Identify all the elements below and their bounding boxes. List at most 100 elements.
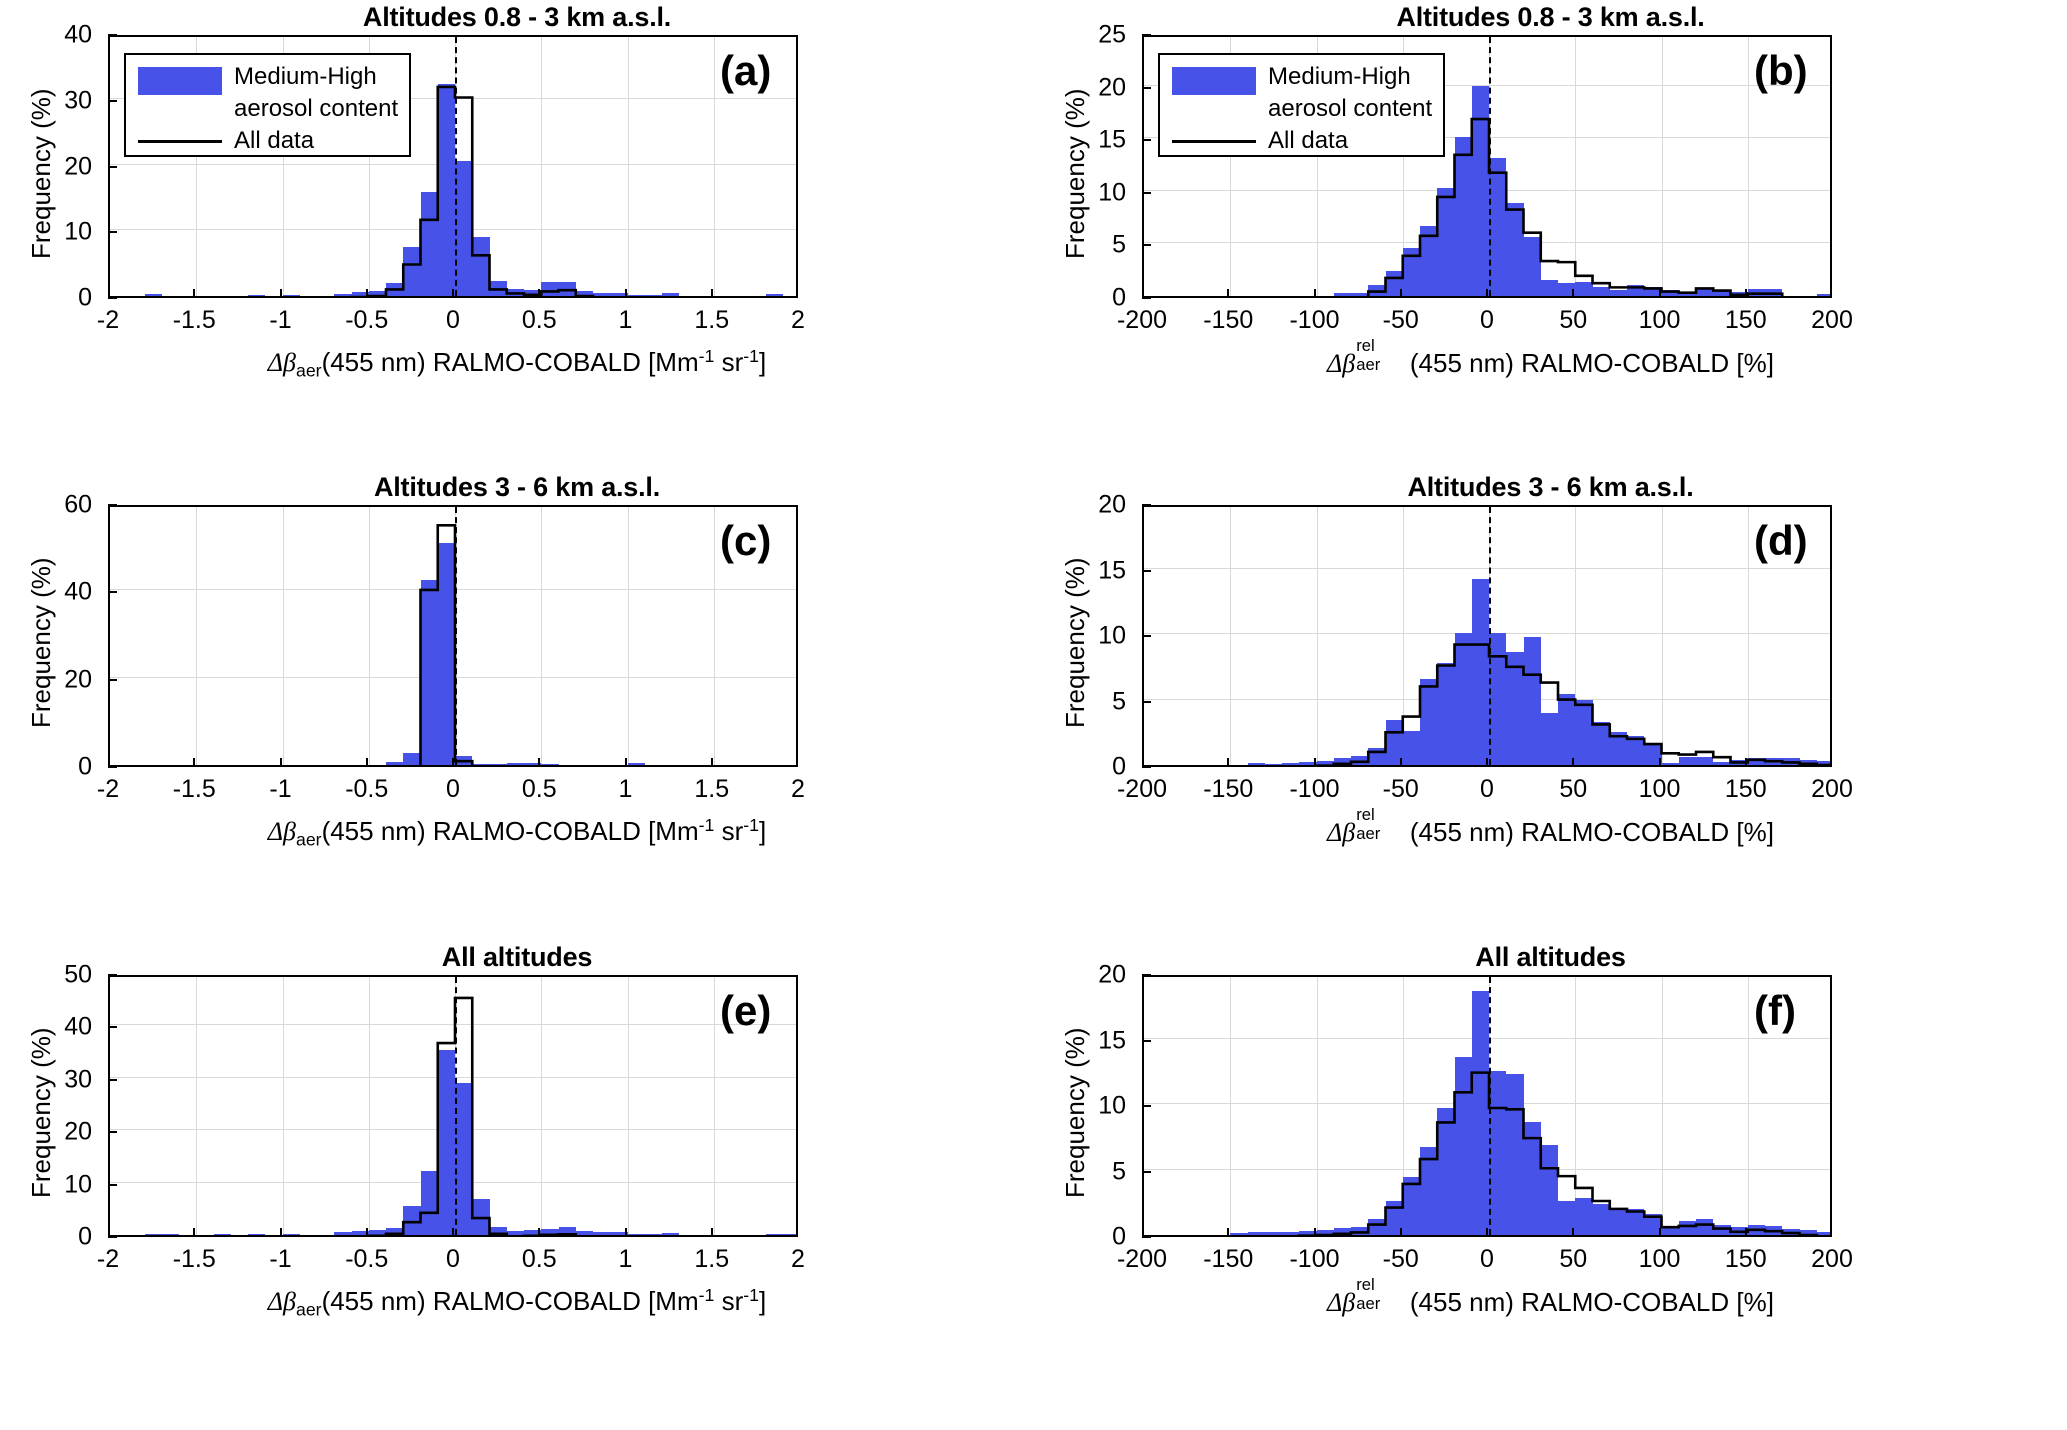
histogram-bar-filled [161,1233,179,1235]
chart-panel-d: Altitudes 3 - 6 km a.s.l. Frequency (%) 0 5… [1034,472,2067,947]
histogram-bar-filled [334,1232,352,1235]
y-axis-tick-label: 30 [64,1065,92,1094]
histogram-bar-filled [1816,294,1830,296]
gridline-vertical [1747,507,1749,765]
x-axis-tick-mark [279,1228,282,1237]
histogram-bar-filled [248,1233,266,1235]
histogram-bar-filled [1247,1232,1265,1235]
y-axis-tick-label: 20 [64,665,92,694]
x-axis-tick-mark [1399,758,1402,767]
y-axis-tick-label: 0 [78,283,92,312]
histogram-bar-filled [558,1226,576,1235]
y-axis-tick-label: 0 [1112,752,1126,781]
gridline-vertical [1316,977,1318,1235]
histogram-bar-filled [1351,293,1369,296]
x-axis-tick-label: 0 [1480,1245,1494,1273]
x-axis-tick-mark [279,758,282,767]
x-axis-tick-label: 1.5 [694,1245,730,1273]
x-axis-tick-label: -150 [1203,775,1254,803]
y-axis-tick-label: 20 [1098,73,1126,102]
x-axis-tick-label: -0.5 [345,1245,389,1273]
y-axis-tick-mark [1142,86,1151,89]
histogram-bar-filled [472,236,490,296]
histogram-bar-filled [1506,652,1524,765]
chart-panel-f: All altitudes Frequency (%) 0 5 10 15 20 -200 -1… [1034,942,2067,1430]
zero-reference-line [1489,977,1491,1235]
legend-label-medium-high-line2: aerosol content [234,95,399,122]
y-axis-tick-label: 40 [64,577,92,606]
histogram-bar-filled [765,1233,783,1235]
panel-identifier-f: (f) [1754,987,1796,1034]
histogram-bar-filled [1247,763,1265,765]
histogram-bar-filled [1816,761,1830,765]
histogram-bar-filled [282,1233,300,1235]
x-axis-tick-label: 50 [1559,775,1588,803]
histogram-bar-filled [1540,712,1558,765]
chart-legend[interactable]: Medium-High aerosol content All data [1158,53,1445,157]
plot-area [1142,975,1832,1237]
histogram-bar-filled [610,1232,628,1235]
legend-label-all-data: All data [234,127,315,154]
x-axis-tick-label: -200 [1116,775,1168,803]
y-axis-tick-label: 20 [1098,490,1126,519]
histogram-bar-filled [1368,1219,1386,1235]
y-axis-tick-label: 15 [1098,125,1126,154]
histogram-bar-filled [437,83,455,296]
histogram-bar-filled [1609,1208,1627,1235]
histogram-bar-filled [593,292,611,296]
y-axis-tick-mark [108,1026,117,1029]
y-axis-tick-mark [108,99,117,102]
x-axis-tick-label: -1 [269,1245,292,1273]
x-axis-tick-label: 0.5 [521,775,557,803]
histogram-bar-filled [1351,1227,1369,1235]
x-axis-tick-mark [538,758,541,767]
histogram-bar-filled [1575,1198,1593,1235]
chart-legend[interactable]: Medium-High aerosol content All data [124,53,411,157]
histogram-bar-filled [1351,755,1369,765]
histogram-bar-filled [1437,1107,1455,1235]
gridline-vertical [1316,37,1318,296]
x-axis-tick-label: 1 [618,1245,633,1273]
gridline-vertical [282,37,284,296]
gridline-vertical [1402,37,1404,296]
x-axis-tick-mark [452,289,454,298]
y-axis-tick-label: 0 [1112,1222,1126,1251]
histogram-bar-filled [403,753,421,765]
histogram-bar-filled [627,1233,645,1235]
y-axis-tick-mark [1142,1236,1151,1238]
y-axis-tick-label: 50 [64,960,92,989]
chart-panel-b: Altitudes 0.8 - 3 km a.s.l. Frequency (%)… [1034,0,2067,477]
legend-label-medium-high-line1: Medium-High [1268,63,1411,90]
panel-title: Altitudes 0.8 - 3 km a.s.l. [1396,2,1705,32]
plot-area [1142,505,1832,767]
x-axis-tick-label: -1.5 [172,306,216,334]
histogram-bar-filled [403,1205,421,1235]
gridline-vertical [1402,977,1404,1235]
x-axis-tick-label: -200 [1116,1245,1168,1273]
histogram-bar-filled [248,294,266,296]
x-axis-tick-label: 200 [1811,1245,1853,1273]
plot-area [108,35,798,298]
gridline-horizontal [110,1024,796,1026]
histogram-bar-filled [575,290,593,296]
y-axis-tick-label: 10 [1098,621,1126,650]
x-axis-tick-mark [1486,758,1488,767]
histogram-bar-filled [472,763,490,765]
histogram-bar-filled [1437,662,1455,765]
x-axis-tick-mark [1658,758,1661,767]
x-axis-tick-mark [365,289,368,298]
gridline-vertical [368,977,370,1235]
histogram-bar-filled [1523,1122,1541,1235]
histogram-bar-filled [403,246,421,296]
histogram-bar-filled [506,1230,524,1235]
gridline-vertical [196,37,198,296]
gridline-vertical [282,977,284,1235]
gridline-horizontal [1144,84,1830,86]
y-axis-tick-label: 15 [1098,556,1126,584]
x-axis-tick-label: 2 [791,1245,805,1273]
histogram-bar-filled [506,763,524,765]
histogram-bar-filled [627,294,645,296]
histogram-bar-filled [1696,757,1714,765]
y-axis-tick-label: 30 [64,86,92,115]
